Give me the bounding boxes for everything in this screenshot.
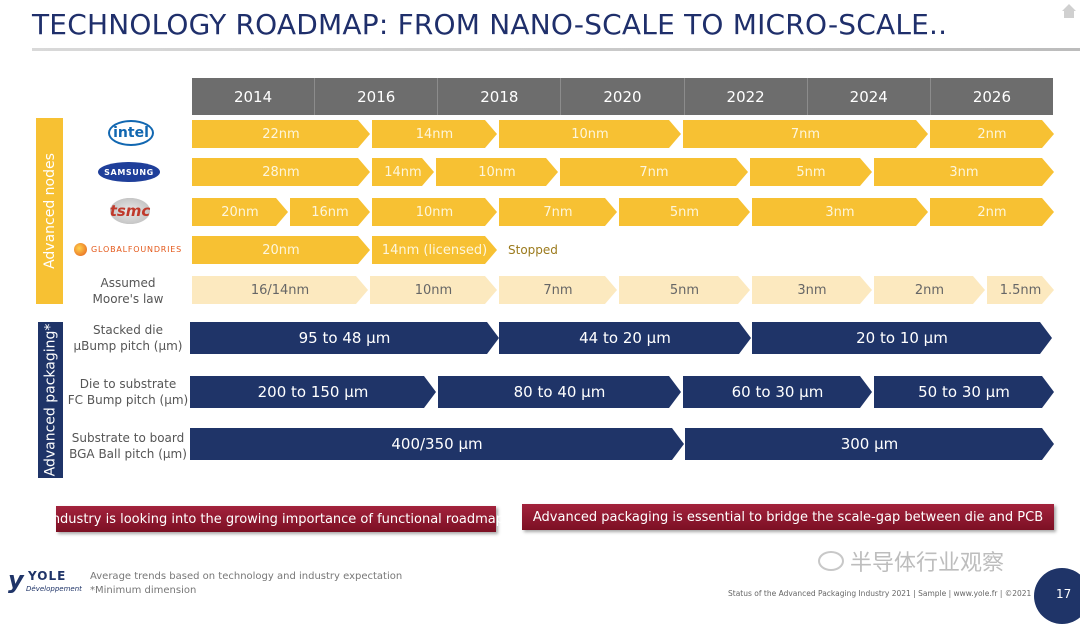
moore-node: 16/14nm [192, 276, 368, 304]
tsmc-node: 2nm [930, 198, 1054, 226]
year-2024: 2024 [806, 78, 930, 115]
bga-ball-pitch: 400/350 µm [190, 428, 684, 460]
stacked-die-label: Stacked die µBump pitch (µm) [64, 322, 192, 354]
tsmc-node: 16nm [290, 198, 370, 226]
footnote-trends: Average trends based on technology and i… [90, 571, 403, 582]
home-icon[interactable] [1060, 2, 1078, 20]
samsung-node: 3nm [874, 158, 1054, 186]
intel-node: 10nm [499, 120, 681, 148]
globalfoundries-node: 14nm (licensed) [372, 236, 497, 264]
samsung-node: 7nm [560, 158, 748, 186]
yole-logo-mark: y [8, 566, 24, 594]
bga-ball-pitch: 300 µm [685, 428, 1054, 460]
tsmc-logo: tsmc [110, 198, 150, 224]
moore-node: 5nm [619, 276, 750, 304]
title-divider [32, 48, 1080, 51]
year-2020: 2020 [560, 78, 683, 115]
globalfoundries-wordmark: GLOBALFOUNDRIES [91, 244, 183, 254]
moore-node: 10nm [370, 276, 497, 304]
advanced-packaging-section-label: Advanced packaging* [38, 322, 63, 478]
yole-logo-name: YOLE [28, 569, 67, 583]
intel-logo: intel [108, 120, 154, 146]
intel-node: 7nm [683, 120, 928, 148]
globalfoundries-icon [74, 242, 87, 256]
moore-node: 1.5nm [987, 276, 1054, 304]
intel-node: 22nm [192, 120, 370, 148]
bga-ball-label-line: BGA Ball pitch (µm) [69, 447, 187, 461]
year-timeline-bar: 2014 2016 2018 2020 2022 2024 2026 [192, 78, 1053, 115]
tsmc-node: 10nm [372, 198, 497, 226]
samsung-node: 14nm [372, 158, 434, 186]
advanced-nodes-section-label: Advanced nodes [36, 118, 63, 304]
stacked-die-label-line: Stacked die [93, 323, 163, 337]
year-2022: 2022 [683, 78, 807, 115]
functional-roadmap-banner: Industry is looking into the growing imp… [48, 506, 504, 532]
year-2026: 2026 [929, 78, 1053, 115]
fc-bump-pitch: 200 to 150 µm [190, 376, 436, 408]
advanced-packaging-text: Advanced packaging* [42, 323, 59, 477]
globalfoundries-node: 20nm [192, 236, 370, 264]
fc-bump-pitch: 50 to 30 µm [874, 376, 1054, 408]
scale-gap-banner: Advanced packaging is essential to bridg… [522, 504, 1054, 530]
fc-bump-label-line: FC Bump pitch (µm) [67, 393, 189, 407]
globalfoundries-stopped-label: Stopped [508, 243, 558, 257]
intel-node: 14nm [372, 120, 497, 148]
samsung-node: 5nm [750, 158, 872, 186]
moores-law-label-line: Moore's law [92, 292, 164, 306]
year-2014: 2014 [233, 87, 273, 106]
advanced-nodes-text: Advanced nodes [41, 153, 58, 269]
stacked-die-pitch: 44 to 20 µm [499, 322, 751, 354]
year-2018: 2018 [437, 78, 560, 115]
year-2016: 2016 [314, 78, 437, 115]
footer-text: Status of the Advanced Packaging Industr… [728, 589, 1032, 598]
samsung-node: 28nm [192, 158, 370, 186]
fc-bump-label: Die to substrate FC Bump pitch (µm) [64, 376, 192, 408]
footnote-minimum: *Minimum dimension [90, 585, 197, 596]
tsmc-node: 7nm [499, 198, 617, 226]
fc-bump-pitch: 80 to 40 µm [438, 376, 681, 408]
bga-ball-label: Substrate to board BGA Ball pitch (µm) [64, 430, 192, 462]
stacked-die-pitch: 20 to 10 µm [752, 322, 1052, 354]
tsmc-node: 20nm [192, 198, 288, 226]
samsung-node: 10nm [436, 158, 558, 186]
stacked-die-label-line: µBump pitch (µm) [73, 339, 183, 353]
bga-ball-label-line: Substrate to board [71, 431, 185, 445]
moores-law-label: Assumed Moore's law [72, 275, 184, 307]
footnotes: Average trends based on technology and i… [90, 570, 402, 598]
intel-node: 2nm [930, 120, 1054, 148]
watermark-text: 半导体行业观察 [850, 551, 1005, 576]
moores-law-label-line: Assumed [100, 276, 156, 290]
moore-node: 7nm [499, 276, 617, 304]
page-title: TECHNOLOGY ROADMAP: FROM NANO-SCALE TO M… [32, 8, 948, 41]
fc-bump-label-line: Die to substrate [79, 377, 177, 391]
yole-logo-sub: Développement [26, 585, 82, 593]
tsmc-node: 3nm [752, 198, 928, 226]
stacked-die-pitch: 95 to 48 µm [190, 322, 499, 354]
samsung-logo: SAMSUNG [98, 162, 160, 182]
watermark: 半导体行业观察 [818, 545, 1004, 577]
moore-node: 2nm [874, 276, 985, 304]
fc-bump-pitch: 60 to 30 µm [683, 376, 872, 408]
globalfoundries-logo: GLOBALFOUNDRIES [74, 240, 186, 258]
wechat-icon [818, 551, 844, 571]
tsmc-node: 5nm [619, 198, 750, 226]
moore-node: 3nm [752, 276, 872, 304]
page-number: 17 [1034, 568, 1080, 624]
